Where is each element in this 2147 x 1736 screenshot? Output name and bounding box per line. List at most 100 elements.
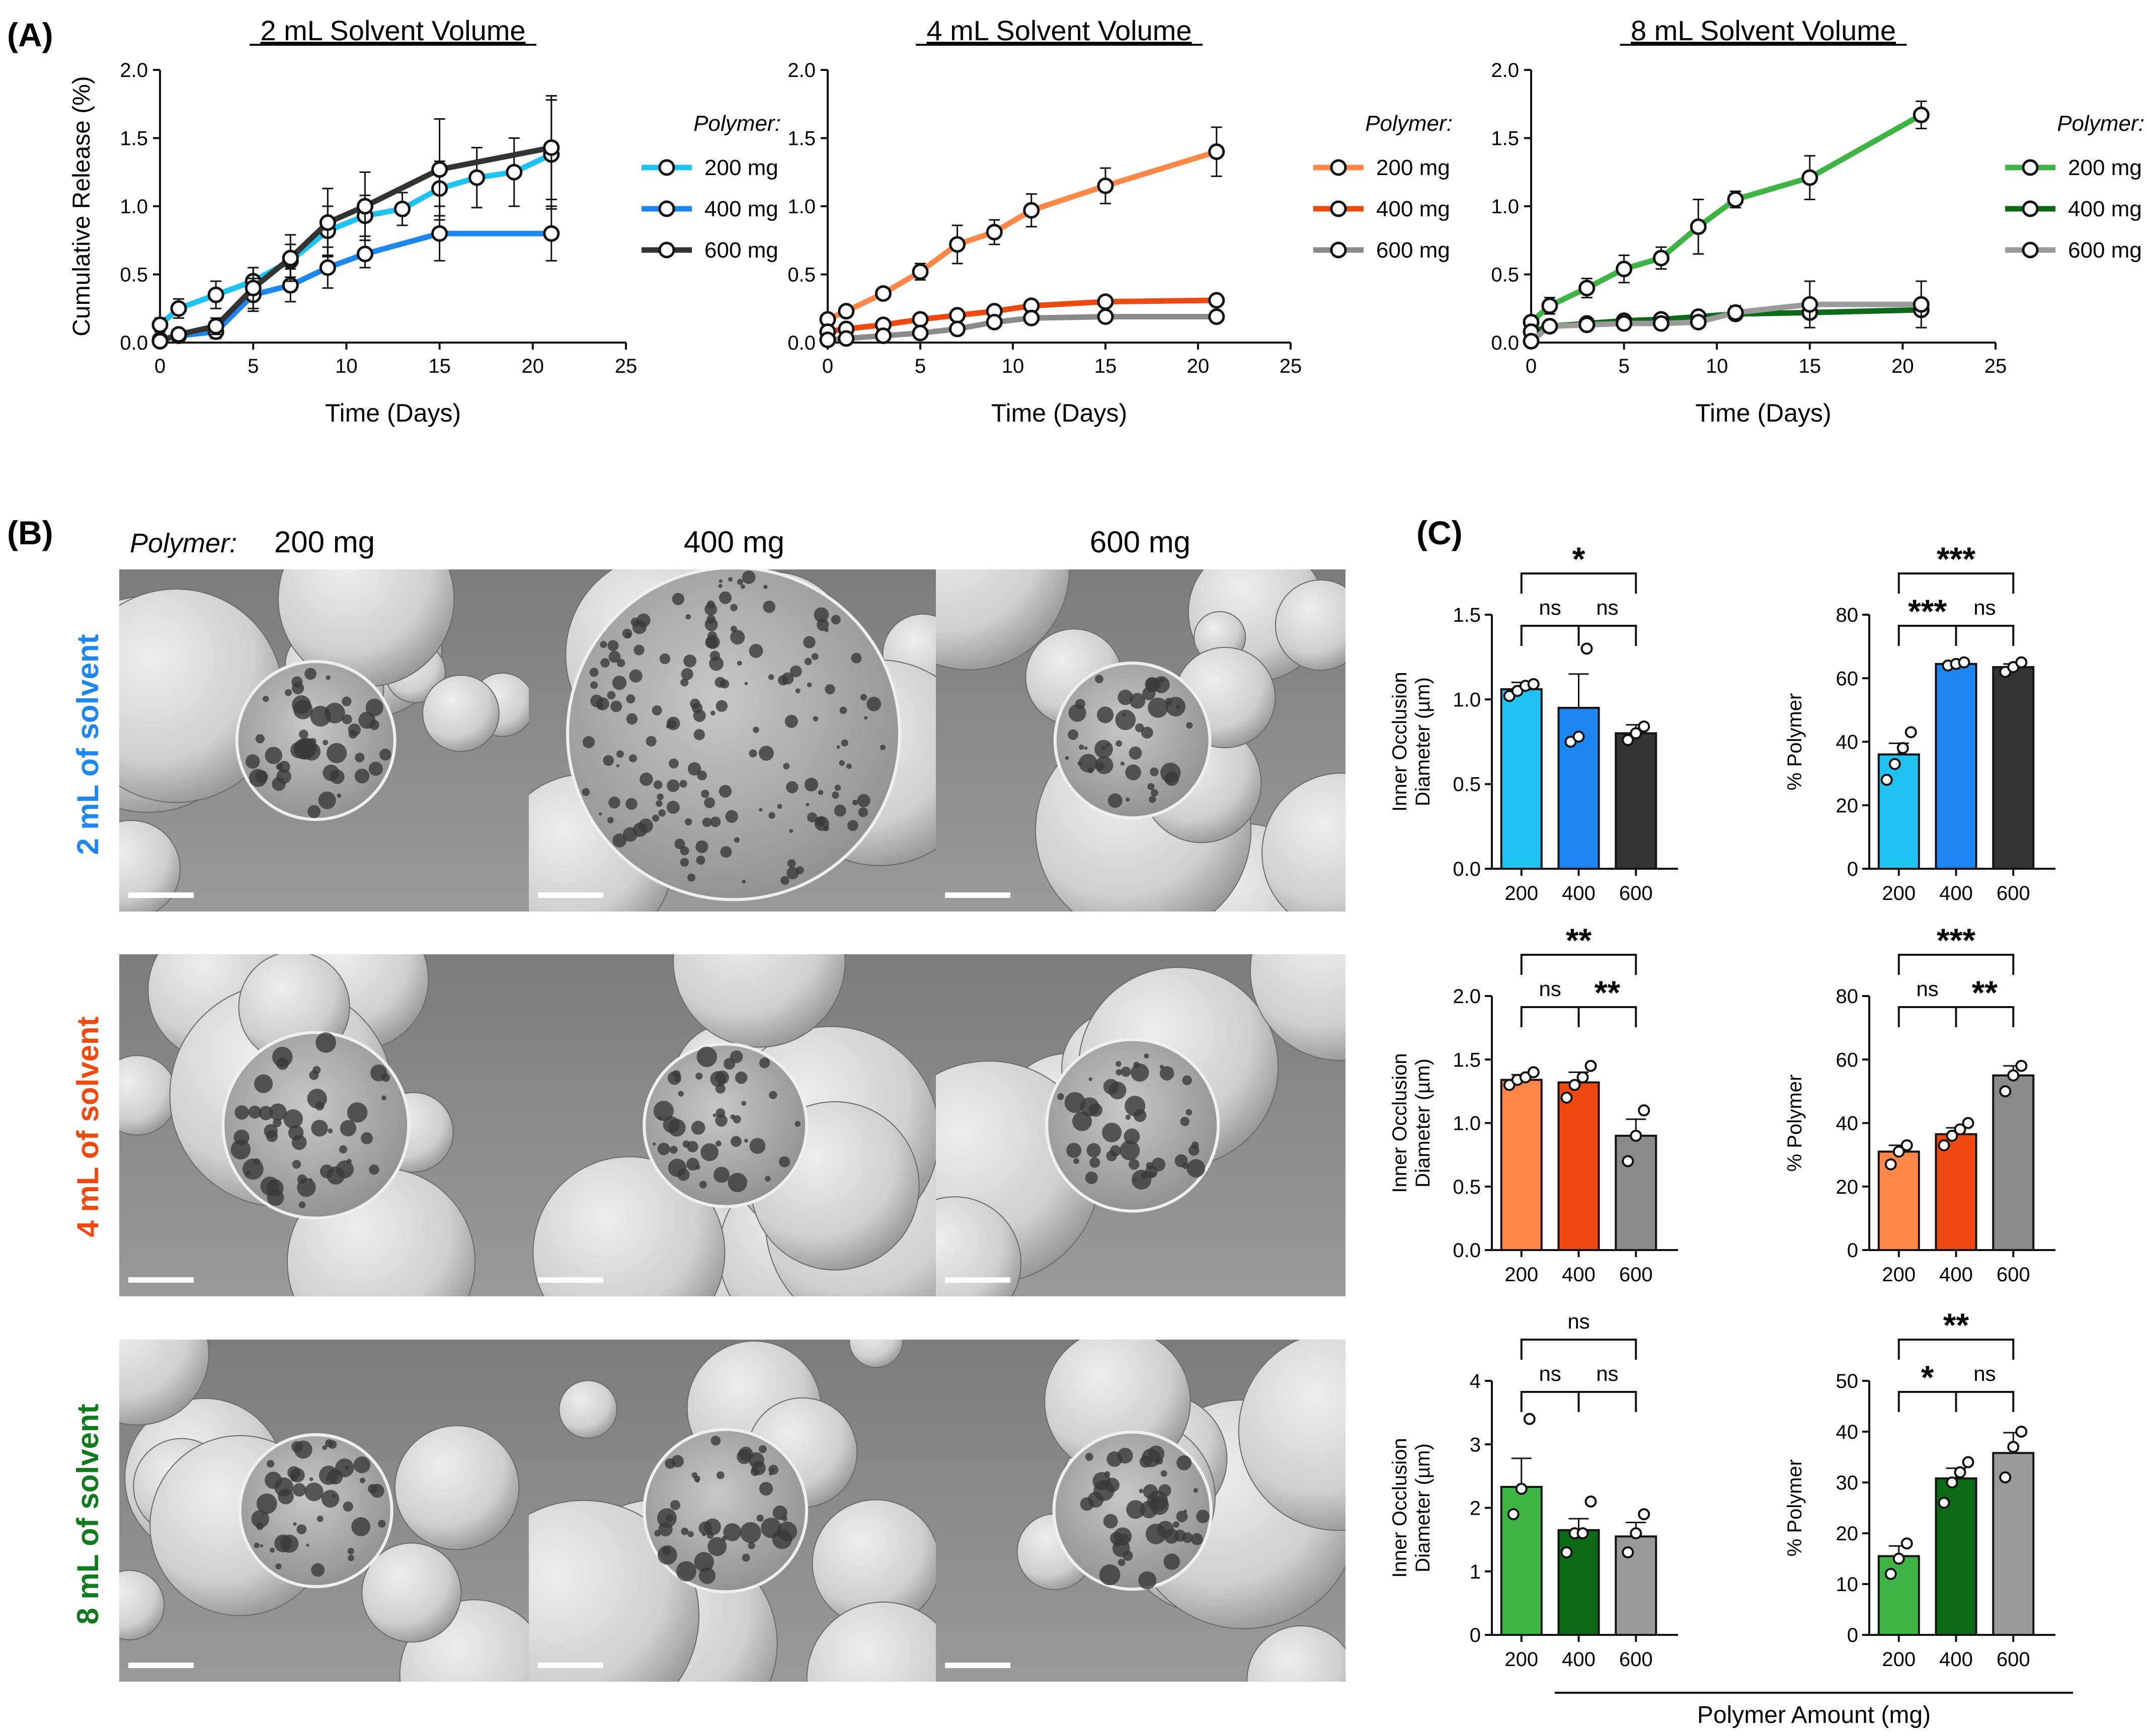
row-label-2ml: 2 mL of solvent — [71, 634, 105, 855]
y-tick-label: 0.0 — [1453, 858, 1481, 880]
pore — [759, 746, 774, 761]
pore — [612, 833, 626, 848]
y-tick-label: 80 — [1836, 985, 1859, 1008]
data-point — [949, 307, 966, 324]
data-point — [1801, 169, 1818, 186]
y-tick-label: 0.0 — [1491, 332, 1519, 354]
pore — [306, 1543, 309, 1547]
pore — [680, 846, 689, 856]
series-200mg — [819, 126, 1225, 328]
pore — [836, 745, 840, 749]
replicate-point — [2007, 1441, 2020, 1453]
legend-marker — [1330, 159, 1347, 176]
microsphere — [394, 1425, 520, 1550]
pore — [369, 1164, 379, 1175]
pore — [700, 1143, 719, 1162]
pore — [1176, 1511, 1188, 1523]
bracket-line — [1897, 1339, 2015, 1360]
microsphere — [1250, 954, 1345, 1061]
pore — [846, 763, 852, 769]
pore — [715, 1114, 728, 1127]
scale-bar — [945, 1277, 1010, 1283]
significance-bracket: ns — [1520, 596, 1580, 646]
pore — [1068, 729, 1079, 740]
y-tick-label: 0 — [1847, 1239, 1858, 1262]
pore — [712, 1113, 717, 1117]
bar — [1500, 1485, 1543, 1636]
sem-image-content — [529, 1340, 938, 1682]
pore — [1151, 1158, 1166, 1172]
legend-marker — [2022, 200, 2039, 217]
bar-chart-1: 0.0 0.5 1.0 1.5 Inner OcclusionDiameter (µm)… — [1389, 540, 1678, 904]
pore — [245, 754, 260, 769]
legend-label: 400 mg — [704, 197, 778, 221]
y-tick-label: 1.5 — [120, 128, 148, 150]
pore — [272, 1046, 293, 1067]
replicate-point — [1638, 720, 1650, 733]
pore — [327, 1166, 345, 1185]
y-tick-label: 1.5 — [787, 128, 816, 150]
pore — [730, 630, 745, 645]
x-tick-label: 10 — [1002, 355, 1024, 377]
y-tick-label: 60 — [1836, 668, 1859, 690]
significance-bracket: ns — [1577, 1362, 1637, 1412]
pore — [245, 1170, 251, 1176]
replicate-point — [1884, 1158, 1897, 1171]
pore — [847, 820, 858, 831]
x-tick-label: 400 — [1562, 1648, 1596, 1671]
pore — [1149, 1497, 1159, 1507]
pore — [787, 859, 796, 868]
pore — [707, 1537, 727, 1556]
replicate-point — [1630, 1527, 1642, 1539]
pore — [1116, 1069, 1123, 1076]
x-tick-label: 200 — [1504, 1264, 1538, 1286]
pore — [291, 1135, 307, 1150]
pore — [814, 816, 829, 831]
pore — [1085, 1453, 1093, 1461]
y-tick-label: 60 — [1836, 1049, 1859, 1071]
replicate-point — [2015, 1059, 2028, 1072]
pore — [680, 858, 689, 867]
replicate-point — [1896, 742, 1909, 755]
pore — [715, 1083, 726, 1094]
pore — [323, 764, 340, 781]
microsphere — [1261, 772, 1345, 912]
pore — [1095, 756, 1114, 774]
significance-label: ns — [1539, 596, 1561, 619]
pore — [1122, 712, 1126, 716]
pore — [348, 1554, 354, 1561]
pore — [831, 615, 841, 625]
polymer-amount-axis-title: Polymer Amount (mg) — [1697, 1702, 1931, 1728]
significance-label: *** — [1908, 593, 1947, 630]
significance-bracket: ns — [1520, 1309, 1637, 1360]
pore — [678, 1091, 684, 1097]
pore — [251, 1510, 270, 1528]
pore — [769, 1091, 777, 1099]
pore — [1107, 793, 1123, 808]
pore — [1057, 1093, 1064, 1100]
x-tick-label: 400 — [1562, 1264, 1596, 1286]
data-point — [1727, 304, 1744, 321]
pore — [351, 1517, 371, 1536]
series-200mg — [1523, 100, 1930, 330]
pore — [759, 808, 763, 812]
data-point — [319, 259, 336, 276]
pore — [1089, 1157, 1100, 1168]
data-point — [1727, 191, 1744, 208]
pore — [1125, 1096, 1146, 1117]
pore — [851, 652, 862, 664]
pore — [343, 1501, 353, 1512]
pore — [653, 780, 663, 789]
y-axis-title-line: Diameter (µm) — [1412, 1058, 1434, 1187]
pore — [1126, 797, 1130, 802]
y-tick-label: 4 — [1470, 1370, 1481, 1392]
bar — [1935, 1133, 1977, 1251]
data-point — [245, 280, 262, 297]
pore — [740, 584, 745, 589]
pore — [696, 1046, 718, 1067]
y-tick-label: 1 — [1470, 1561, 1481, 1583]
x-tick-label: 20 — [522, 355, 544, 377]
pore — [813, 716, 819, 722]
pore — [626, 713, 638, 725]
pore — [1124, 1128, 1140, 1145]
